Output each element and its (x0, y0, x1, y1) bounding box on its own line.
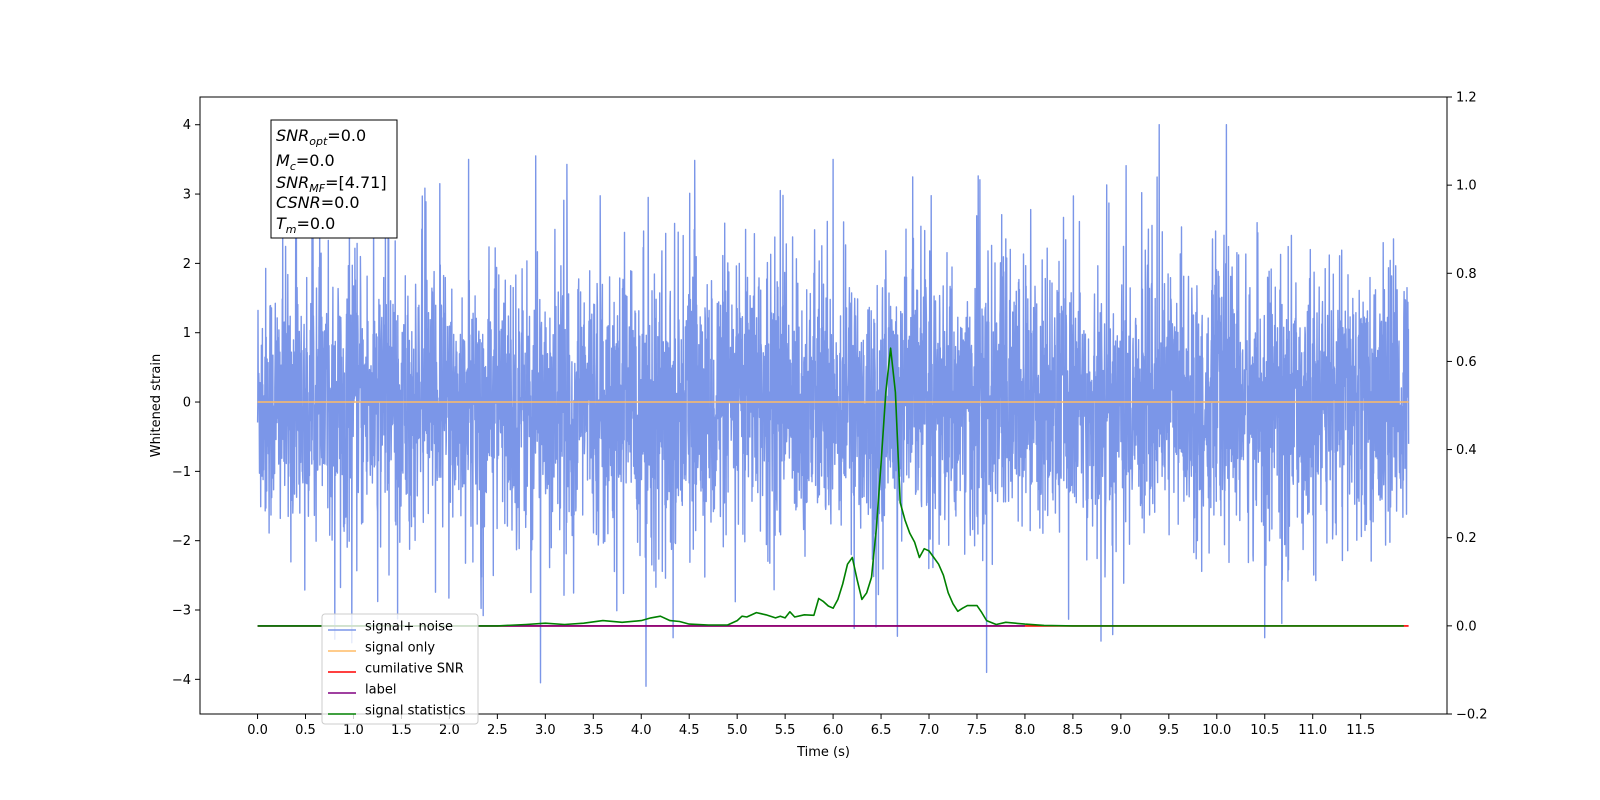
plot-frame (199, 96, 1448, 715)
y-right-tick-label: 0.8 (1456, 267, 1477, 282)
x-tick-label: 1.5 (391, 723, 412, 738)
x-tick-label: 5.0 (727, 723, 748, 738)
y-right-tick-label: 0.4 (1456, 443, 1477, 458)
y-right-tick-label: −0.2 (1456, 708, 1488, 723)
x-tick-label: 10.5 (1250, 723, 1279, 738)
x-tick-label: 2.0 (439, 723, 460, 738)
legend-frame (321, 613, 479, 725)
x-tick-label: 7.0 (919, 723, 940, 738)
x-tick-label: 4.5 (679, 723, 700, 738)
x-tick-label: 2.5 (487, 723, 508, 738)
legend: signal+ noise signal only cumilative SNR la… (321, 613, 479, 725)
plot-area (256, 124, 1410, 687)
y-left-tick-label: −4 (172, 673, 191, 688)
annotation-tm: Tm=0.0 (276, 214, 335, 236)
legend-entry-label: signal only (365, 641, 435, 656)
y-left-tick-label: 4 (183, 118, 191, 133)
y-left-tick-label: 3 (183, 188, 191, 203)
signal-noise-line (256, 124, 1410, 687)
y-axis-left-ticks: 4 3 2 1 0 −1 −2 −3 −4 (172, 118, 200, 688)
annotation-box: SNRopt=0.0 Mc=0.0 SNRMF=[4.71] CSNR=0.0 … (270, 119, 398, 239)
y-right-tick-label: 1.0 (1456, 179, 1477, 194)
x-tick-label: 9.0 (1111, 723, 1132, 738)
y-left-tick-label: 0 (183, 396, 191, 411)
y-left-tick-label: −2 (172, 534, 191, 549)
x-tick-label: 6.5 (871, 723, 892, 738)
legend-entry-label: signal statistics (365, 704, 466, 719)
y-right-tick-label: 0.0 (1456, 619, 1477, 634)
annotation-snr-mf: SNRMF=[4.71] (276, 173, 387, 195)
y-right-tick-label: 0.6 (1456, 355, 1477, 370)
x-axis-label: Time (s) (796, 745, 850, 760)
x-tick-label: 3.0 (535, 723, 556, 738)
y-left-tick-label: −1 (172, 465, 191, 480)
annotation-csnr: CSNR=0.0 (276, 193, 360, 212)
x-tick-label: 11.0 (1298, 723, 1327, 738)
legend-entry-label: cumilative SNR (365, 662, 464, 677)
y-left-tick-label: 1 (183, 326, 191, 341)
y-left-tick-label: 2 (183, 257, 191, 272)
series-signal-statistics-line (257, 347, 1404, 627)
y-right-tick-label: 0.2 (1456, 531, 1477, 546)
annotation-snr-opt: SNRopt=0.0 (276, 126, 366, 148)
x-tick-label: 0.0 (247, 723, 268, 738)
y-left-tick-label: −3 (172, 604, 191, 619)
x-tick-label: 8.0 (1015, 723, 1036, 738)
x-tick-label: 10.0 (1202, 723, 1231, 738)
x-tick-label: 8.5 (1063, 723, 1084, 738)
x-tick-label: 1.0 (343, 723, 364, 738)
y-axis-label: Whitened strain (149, 354, 164, 457)
y-right-tick-label: 1.2 (1456, 91, 1477, 106)
annotation-mc: Mc=0.0 (276, 151, 335, 173)
x-tick-label: 11.5 (1346, 723, 1375, 738)
series-signal-noise (256, 124, 1410, 687)
y-axis-right-ticks: 1.2 1.0 0.8 0.6 0.4 0.2 0.0 −0.2 (1447, 91, 1488, 723)
x-tick-label: 4.0 (631, 723, 652, 738)
x-tick-label: 5.5 (775, 723, 796, 738)
x-tick-label: 3.5 (583, 723, 604, 738)
x-tick-label: 0.5 (295, 723, 316, 738)
x-tick-label: 6.0 (823, 723, 844, 738)
x-tick-label: 9.5 (1158, 723, 1179, 738)
legend-entry-label: signal+ noise (365, 620, 453, 635)
annotation-frame (270, 119, 398, 239)
legend-entry-label: label (365, 683, 396, 698)
x-tick-label: 7.5 (967, 723, 988, 738)
x-axis-ticks: 0.0 0.5 1.0 1.5 2.0 2.5 3.0 3.5 4.0 4.5 5.0 5.5 6.0 6… (247, 714, 1375, 738)
